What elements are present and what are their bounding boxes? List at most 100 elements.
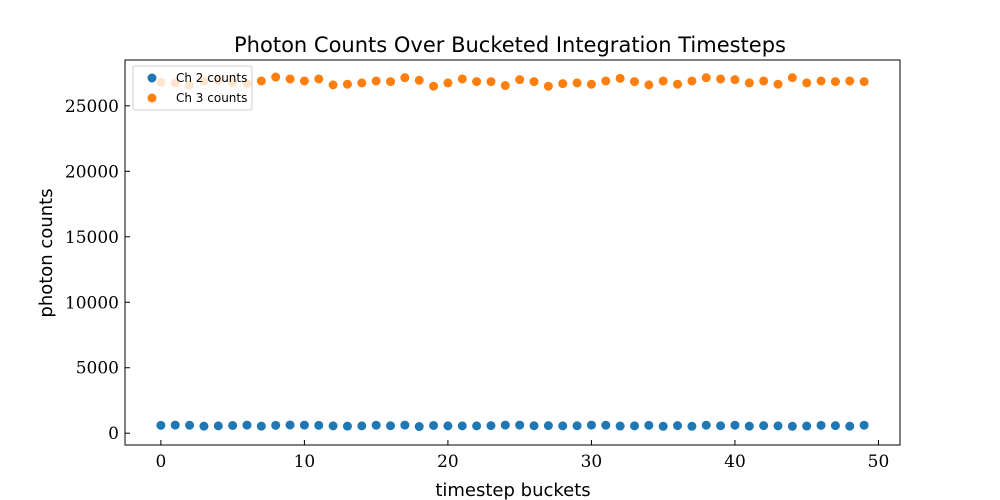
data-point-series-1 — [658, 76, 668, 86]
y-tick-label: 5000 — [76, 359, 119, 379]
y-tick-label: 10000 — [65, 293, 119, 313]
data-point-series-0 — [457, 421, 467, 431]
data-point-series-0 — [486, 421, 496, 431]
data-point-series-0 — [558, 421, 568, 431]
data-point-series-0 — [572, 421, 582, 431]
y-tick-label: 15000 — [65, 228, 119, 248]
data-point-series-0 — [285, 420, 295, 430]
data-point-series-0 — [673, 421, 683, 431]
data-point-series-1 — [328, 80, 338, 90]
data-point-series-0 — [242, 420, 252, 430]
data-point-series-0 — [328, 421, 338, 431]
data-point-series-1 — [314, 74, 324, 84]
data-point-series-1 — [429, 81, 439, 91]
data-point-series-1 — [787, 73, 797, 83]
plot-area-frame — [124, 59, 901, 446]
data-point-series-0 — [429, 420, 439, 430]
data-point-series-1 — [673, 79, 683, 89]
data-point-series-0 — [759, 421, 769, 431]
data-point-series-1 — [830, 77, 840, 87]
data-point-series-1 — [529, 77, 539, 87]
data-point-series-0 — [199, 421, 209, 431]
data-point-series-1 — [859, 77, 869, 87]
data-point-series-1 — [615, 73, 625, 83]
data-point-series-1 — [457, 74, 467, 84]
data-point-series-0 — [299, 420, 309, 430]
legend-frame — [132, 65, 253, 111]
data-point-series-1 — [515, 75, 525, 85]
data-point-series-1 — [342, 79, 352, 89]
data-points — [156, 72, 869, 432]
data-point-series-0 — [601, 420, 611, 430]
legend-label-ch3: Ch 3 counts — [176, 91, 247, 105]
x-tick-label: 30 — [581, 452, 603, 472]
data-point-series-0 — [213, 421, 223, 431]
data-point-series-0 — [830, 421, 840, 431]
data-point-series-0 — [816, 420, 826, 430]
data-point-series-0 — [787, 421, 797, 431]
data-point-series-1 — [759, 76, 769, 86]
legend-marker-ch3 — [147, 93, 157, 103]
data-point-series-0 — [500, 420, 510, 430]
data-point-series-0 — [730, 420, 740, 430]
data-point-series-1 — [816, 76, 826, 86]
data-point-series-0 — [629, 421, 639, 431]
x-tick-label: 50 — [868, 452, 890, 472]
data-point-series-1 — [472, 77, 482, 87]
legend: Ch 2 counts Ch 3 counts — [132, 65, 253, 111]
data-point-series-0 — [859, 420, 869, 430]
x-tick-label: 10 — [294, 452, 316, 472]
data-point-series-0 — [170, 420, 180, 430]
data-point-series-0 — [156, 420, 166, 430]
x-tick-label: 40 — [724, 452, 746, 472]
data-point-series-1 — [558, 79, 568, 89]
data-point-series-1 — [299, 76, 309, 86]
data-point-series-1 — [357, 78, 367, 88]
data-point-series-1 — [271, 72, 281, 82]
data-point-series-0 — [586, 420, 596, 430]
x-tick-label: 20 — [437, 452, 459, 472]
data-point-series-0 — [773, 421, 783, 431]
y-tick-label: 0 — [108, 424, 119, 444]
legend-label-ch2: Ch 2 counts — [176, 71, 247, 85]
data-point-series-1 — [572, 78, 582, 88]
x-axis-label: timestep buckets — [435, 480, 590, 500]
data-point-series-1 — [256, 76, 266, 86]
data-point-series-0 — [716, 421, 726, 431]
data-point-series-0 — [443, 421, 453, 431]
data-point-series-0 — [314, 420, 324, 430]
data-point-series-0 — [228, 420, 238, 430]
data-point-series-1 — [400, 73, 410, 83]
data-point-series-0 — [342, 421, 352, 431]
data-point-series-1 — [371, 76, 381, 86]
data-point-series-0 — [744, 421, 754, 431]
data-point-series-0 — [472, 421, 482, 431]
data-point-series-0 — [802, 421, 812, 431]
data-point-series-1 — [744, 78, 754, 88]
data-point-series-1 — [543, 81, 553, 91]
data-point-series-1 — [701, 73, 711, 83]
data-point-series-1 — [500, 81, 510, 91]
y-axis-label: photon counts — [36, 188, 57, 317]
data-point-series-0 — [386, 421, 396, 431]
data-point-series-1 — [586, 79, 596, 89]
data-point-series-1 — [687, 76, 697, 86]
data-point-series-0 — [845, 421, 855, 431]
data-point-series-1 — [443, 78, 453, 88]
data-point-series-1 — [386, 77, 396, 87]
data-point-series-1 — [601, 76, 611, 86]
data-point-series-0 — [615, 421, 625, 431]
data-point-series-1 — [802, 78, 812, 88]
x-tick-label: 0 — [155, 452, 166, 472]
data-point-series-1 — [414, 75, 424, 85]
chart-title: Photon Counts Over Bucketed Integration … — [234, 33, 786, 57]
data-point-series-0 — [271, 420, 281, 430]
data-point-series-0 — [256, 421, 266, 431]
data-point-series-0 — [515, 420, 525, 430]
data-point-series-1 — [773, 79, 783, 89]
data-point-series-0 — [185, 420, 195, 430]
data-point-series-1 — [629, 77, 639, 87]
data-point-series-0 — [400, 420, 410, 430]
data-point-series-0 — [687, 421, 697, 431]
axis-ticks: 0 10 20 30 40 50 0 5000 10000 15000 20000 25000 — [65, 97, 889, 472]
